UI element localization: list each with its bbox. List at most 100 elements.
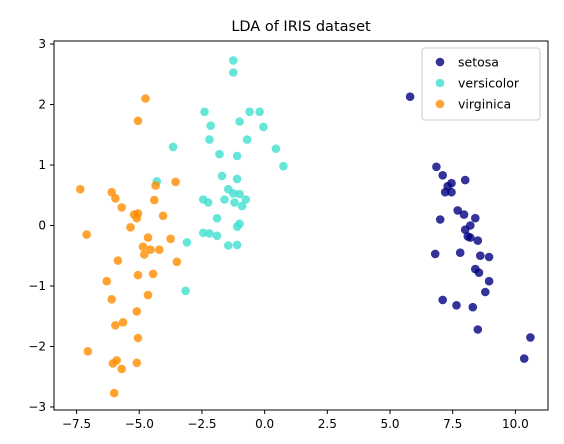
point-versicolor-11 <box>271 144 281 153</box>
point-virginica-17 <box>146 245 155 254</box>
point-virginica-27 <box>107 295 116 304</box>
point-setosa-11 <box>471 213 480 223</box>
point-setosa-1 <box>432 162 441 172</box>
point-versicolor-5 <box>206 121 215 130</box>
legend: setosa versicolor virginica <box>421 47 541 121</box>
point-versicolor-1 <box>229 68 238 77</box>
point-setosa-28 <box>473 325 483 334</box>
point-setosa-16 <box>473 236 483 245</box>
y-tick-label: 3 <box>38 37 46 51</box>
point-virginica-11 <box>132 213 142 223</box>
point-versicolor-32 <box>212 231 222 241</box>
x-tick-label: 7.5 <box>443 417 462 431</box>
point-setosa-18 <box>455 248 465 257</box>
point-setosa-0 <box>405 92 415 101</box>
point-virginica-7 <box>150 195 159 205</box>
point-versicolor-20 <box>235 189 244 199</box>
point-versicolor-24 <box>203 198 213 207</box>
point-setosa-13 <box>460 225 470 234</box>
y-tick-label: −2 <box>28 339 46 353</box>
point-virginica-28 <box>132 307 142 316</box>
x-tick-label: 0.0 <box>255 417 274 431</box>
point-versicolor-22 <box>220 195 229 204</box>
point-versicolor-19 <box>229 189 238 198</box>
point-versicolor-25 <box>230 198 239 207</box>
point-virginica-25 <box>102 276 111 286</box>
point-setosa-6 <box>447 187 456 197</box>
point-setosa-30 <box>519 354 529 363</box>
legend-marker-versicolor <box>435 78 445 88</box>
point-virginica-4 <box>76 184 85 194</box>
point-virginica-20 <box>166 234 175 244</box>
point-virginica-18 <box>155 245 164 254</box>
x-axis: −7.5 −5.0 −2.5 0.0 2.5 5.0 7.5 10.0 <box>62 410 529 431</box>
y-tick-label: −1 <box>28 279 46 293</box>
legend-label-virginica: virginica <box>458 97 511 112</box>
legend-label-versicolor: versicolor <box>458 76 520 91</box>
chart-title: LDA of IRIS dataset <box>231 19 371 35</box>
point-setosa-27 <box>468 302 478 312</box>
point-versicolor-36 <box>181 286 190 296</box>
point-setosa-23 <box>484 276 494 286</box>
point-versicolor-3 <box>245 107 254 117</box>
point-versicolor-17 <box>232 174 242 184</box>
point-versicolor-6 <box>235 117 244 126</box>
point-virginica-26 <box>143 290 153 300</box>
point-setosa-8 <box>435 215 445 224</box>
points-layer <box>76 56 535 398</box>
point-virginica-32 <box>83 347 93 356</box>
y-tick-label: 2 <box>38 98 46 112</box>
legend-label-setosa: setosa <box>458 55 499 70</box>
x-tick-label: −7.5 <box>62 417 91 431</box>
x-tick-label: 5.0 <box>380 417 399 431</box>
point-versicolor-9 <box>242 135 252 144</box>
point-versicolor-35 <box>232 240 242 250</box>
point-setosa-26 <box>452 301 461 310</box>
point-versicolor-12 <box>215 149 224 159</box>
point-virginica-36 <box>117 364 126 374</box>
point-virginica-15 <box>143 233 153 242</box>
point-setosa-22 <box>474 268 484 278</box>
x-tick-label: −2.5 <box>187 417 216 431</box>
point-virginica-31 <box>133 333 143 343</box>
point-versicolor-15 <box>217 171 227 181</box>
point-virginica-3 <box>151 181 160 190</box>
point-virginica-12 <box>158 211 168 221</box>
point-virginica-1 <box>133 116 143 126</box>
point-setosa-10 <box>459 210 469 219</box>
point-virginica-34 <box>108 359 118 368</box>
point-setosa-2 <box>438 171 448 180</box>
point-virginica-30 <box>111 321 120 330</box>
point-versicolor-34 <box>224 241 233 250</box>
legend-box <box>421 47 541 121</box>
point-versicolor-23 <box>241 195 251 204</box>
point-virginica-0 <box>141 94 150 103</box>
point-virginica-6 <box>111 194 120 203</box>
point-versicolor-7 <box>259 122 268 132</box>
y-tick-label: 0 <box>38 219 46 233</box>
x-tick-label: −5.0 <box>125 417 154 431</box>
point-versicolor-10 <box>168 142 178 152</box>
point-versicolor-26 <box>237 201 247 211</box>
point-versicolor-33 <box>182 238 192 247</box>
x-tick-label: 2.5 <box>318 417 337 431</box>
point-virginica-14 <box>82 230 91 239</box>
x-tick-label: 10.0 <box>502 417 529 431</box>
y-tick-label: −3 <box>28 400 46 414</box>
point-versicolor-4 <box>255 107 264 117</box>
point-setosa-15 <box>466 233 475 242</box>
point-versicolor-29 <box>232 222 242 231</box>
point-setosa-5 <box>440 187 450 197</box>
point-virginica-13 <box>126 223 135 232</box>
point-virginica-16 <box>138 242 148 251</box>
y-tick-label: 1 <box>38 158 46 172</box>
point-virginica-2 <box>171 177 180 187</box>
y-axis: −3 −2 −1 0 1 2 3 <box>28 37 54 414</box>
legend-marker-setosa <box>435 57 445 67</box>
point-versicolor-2 <box>200 107 209 117</box>
point-versicolor-31 <box>205 229 214 238</box>
point-virginica-37 <box>109 388 119 398</box>
point-setosa-24 <box>481 287 490 297</box>
point-setosa-9 <box>453 206 463 215</box>
